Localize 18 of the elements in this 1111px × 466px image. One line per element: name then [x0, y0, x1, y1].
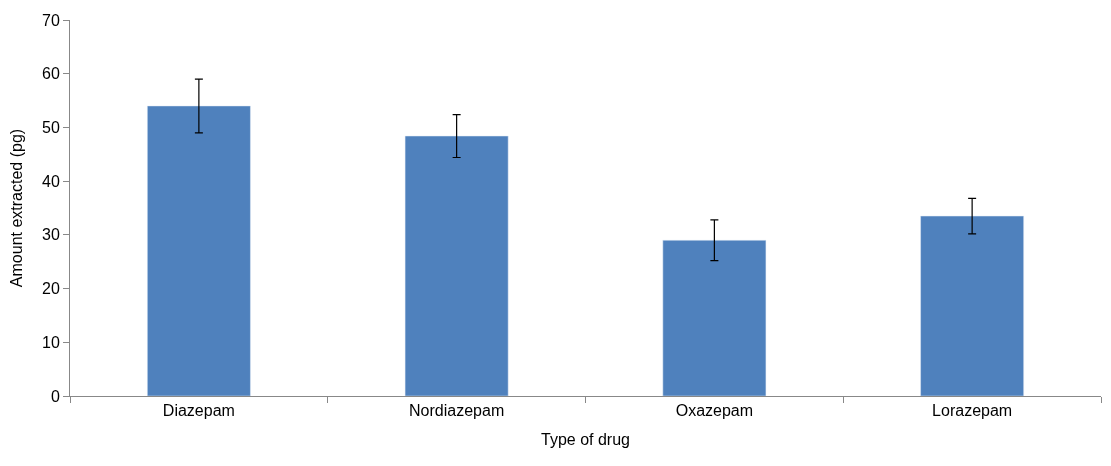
x-tick-label: Nordiazepam	[409, 402, 505, 420]
y-tick-label: 70	[42, 11, 60, 29]
x-tick-label: Oxazepam	[675, 402, 754, 420]
bar	[662, 239, 767, 396]
y-axis-title: Amount extracted (pg)	[7, 128, 25, 288]
y-tick-label: 0	[50, 387, 60, 405]
x-tick-label: Lorazepam	[932, 402, 1013, 420]
x-tick-label: Diazepam	[162, 402, 235, 420]
y-tick-label: 30	[42, 226, 60, 244]
y-tick-label: 50	[42, 119, 60, 137]
y-tick-label: 40	[42, 172, 60, 190]
bar	[920, 215, 1024, 396]
x-axis-title: Type of drug	[541, 430, 630, 448]
y-tick-label: 20	[42, 280, 60, 298]
bar	[404, 135, 509, 396]
y-tick-label: 60	[42, 65, 60, 83]
y-tick-label: 10	[42, 333, 60, 351]
bar	[147, 105, 251, 396]
